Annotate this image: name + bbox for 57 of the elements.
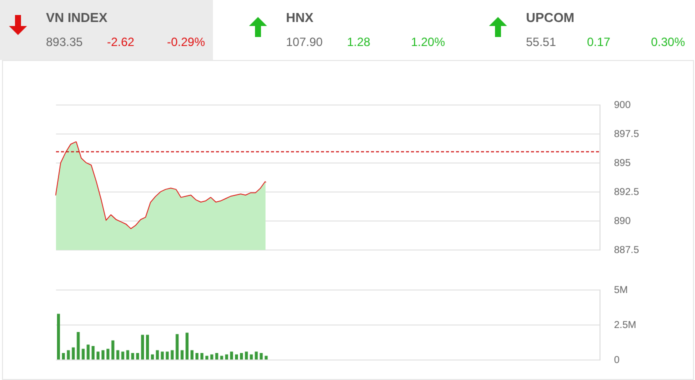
bar: [244, 352, 248, 360]
bar: [254, 352, 258, 360]
bar: [225, 354, 228, 360]
bar: [205, 356, 208, 360]
text: 1.20%: [410, 35, 445, 49]
bar: [141, 334, 144, 360]
y-tick-label: 892.5: [614, 186, 640, 198]
bar: [96, 352, 100, 360]
bar: [200, 353, 204, 360]
bar: [264, 356, 268, 360]
bar: [195, 353, 198, 360]
y-tick-label: 2.5M: [614, 320, 636, 331]
text: 55.51: [526, 35, 556, 49]
y-tick-label: 0: [614, 354, 620, 366]
bar: [116, 350, 120, 360]
text: 893.35: [46, 35, 83, 49]
bar: [126, 350, 130, 360]
bar: [176, 334, 179, 360]
bar: [131, 353, 134, 360]
bar: [156, 350, 159, 360]
text: 107.90: [286, 35, 323, 49]
bar: [160, 352, 164, 360]
text: 0.17: [587, 35, 610, 49]
bar: [56, 314, 60, 360]
bar: [92, 346, 95, 360]
bar: [230, 352, 234, 360]
bar: [180, 350, 184, 360]
bar: [111, 340, 114, 360]
bar: [250, 354, 253, 360]
bar: [136, 353, 140, 360]
bar: [82, 348, 85, 360]
bar: [240, 353, 243, 360]
text: UPCOM: [526, 10, 574, 25]
y-tick-label: 887.5: [614, 244, 640, 256]
text: 0.30%: [650, 35, 685, 49]
y-tick-label: 897.5: [614, 128, 640, 140]
text: -0.29%: [166, 35, 205, 49]
bar: [66, 350, 70, 360]
bar: [102, 350, 104, 360]
text: -2.62: [107, 35, 134, 49]
text: HNX: [286, 10, 314, 25]
y-tick-label: 890: [614, 216, 632, 227]
bar: [150, 354, 154, 360]
y-tick-label: 5M: [614, 284, 628, 296]
bar: [106, 348, 110, 360]
text: 1.28: [347, 35, 370, 49]
text: VN INDEX: [46, 10, 108, 25]
bar: [146, 334, 149, 360]
bar: [186, 332, 189, 360]
bar: [86, 344, 90, 360]
bar: [72, 347, 75, 360]
bar: [235, 354, 238, 360]
bar: [62, 353, 65, 360]
y-tick-label: 900: [614, 100, 632, 111]
bar: [220, 356, 224, 360]
y-tick-label: 895: [614, 158, 632, 169]
bar: [190, 350, 194, 360]
